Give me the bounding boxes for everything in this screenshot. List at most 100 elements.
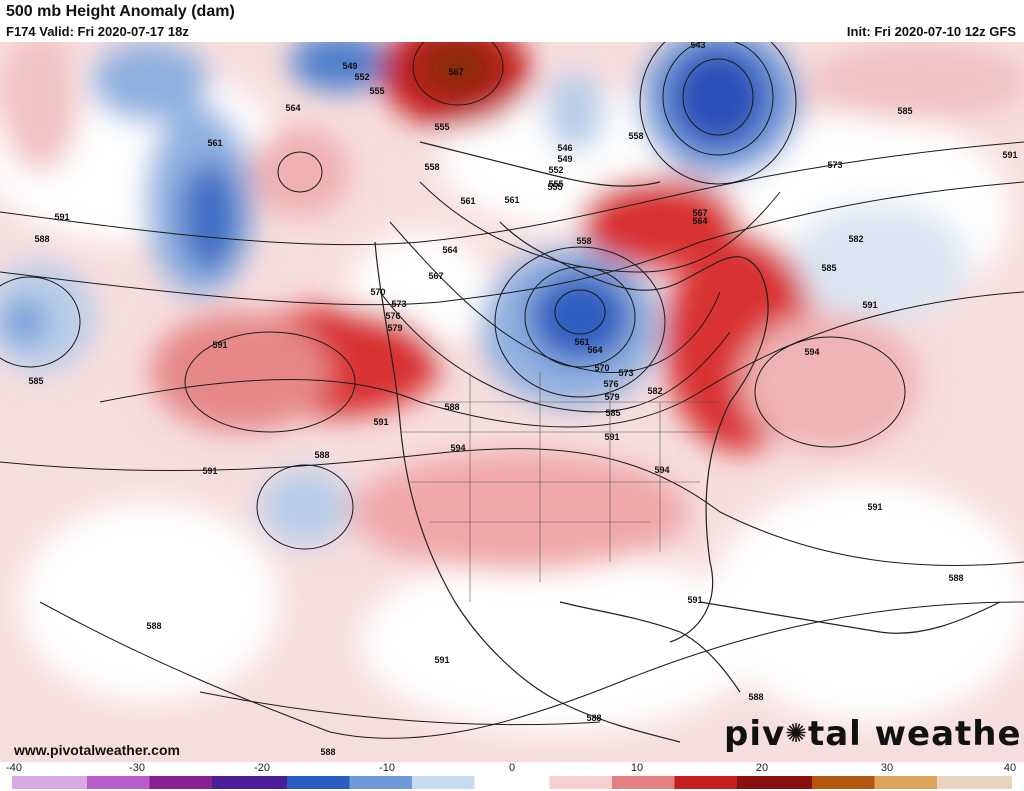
colorbar-tick-label: 40 [1003, 762, 1017, 774]
colorbar-segment [974, 776, 988, 789]
colorbar [12, 776, 1012, 789]
colorbar-segment [699, 776, 713, 789]
colorbar-segment [774, 776, 788, 789]
contour-label: 576 [385, 311, 400, 321]
brand-left: piv [724, 714, 786, 754]
colorbar-segment [537, 776, 551, 789]
colorbar-segment [224, 776, 238, 789]
contour-label: 567 [692, 208, 707, 218]
colorbar-segment [612, 776, 626, 789]
contour-label: 591 [1002, 150, 1017, 160]
contour-label: 588 [748, 692, 763, 702]
colorbar-tick-label: -40 [6, 762, 22, 774]
contour-label: 591 [867, 502, 882, 512]
contour-label: 585 [28, 376, 43, 386]
colorbar-tick-label: 0 [508, 762, 516, 774]
colorbar-segment [174, 776, 188, 789]
contour-label: 558 [628, 131, 643, 141]
colorbar-segment [74, 776, 88, 789]
colorbar-segment [237, 776, 251, 789]
colorbar-segment [899, 776, 913, 789]
contour-label: 588 [320, 747, 335, 757]
colorbar-segment [199, 776, 213, 789]
colorbar-segment [662, 776, 676, 789]
contour-label: 582 [848, 234, 863, 244]
colorbar-segment [587, 776, 601, 789]
colorbar-segment [674, 776, 688, 789]
colorbar-segment [324, 776, 338, 789]
colorbar-segment [462, 776, 476, 789]
site-url: www.pivotalweather.com [14, 742, 180, 758]
colorbar-segment [12, 776, 26, 789]
contour-label: 567 [428, 271, 443, 281]
colorbar-segment [999, 776, 1012, 789]
colorbar-segment [87, 776, 101, 789]
contour-label: 591 [604, 432, 619, 442]
colorbar-segment [399, 776, 413, 789]
contour-label: 573 [391, 299, 406, 309]
colorbar-segment [987, 776, 1001, 789]
contour-label: 552 [354, 72, 369, 82]
height-contours [0, 42, 1024, 739]
colorbar-segment [362, 776, 376, 789]
colorbar-segment [499, 776, 513, 789]
colorbar-segment [862, 776, 876, 789]
colorbar-segment [762, 776, 776, 789]
colorbar-segment [424, 776, 438, 789]
colorbar-segment [924, 776, 938, 789]
contour-label: 594 [450, 443, 465, 453]
colorbar-segment [312, 776, 326, 789]
colorbar-segment [649, 776, 663, 789]
contour-label: 561 [574, 337, 589, 347]
contour-label: 591 [202, 466, 217, 476]
colorbar-segment [912, 776, 926, 789]
colorbar-segment [524, 776, 538, 789]
state-borders [400, 372, 720, 602]
height-anomaly-map: 549 552 555 567 543 564 561 555 546 549 552 555 558 5… [0, 42, 1024, 762]
contour-label: 570 [594, 363, 609, 373]
contour-label: 561 [504, 195, 519, 205]
colorbar-segment [262, 776, 276, 789]
contour-label: 558 [424, 162, 439, 172]
contour-label: 591 [212, 340, 227, 350]
colorbar-segment [837, 776, 851, 789]
contour-label: 570 [370, 287, 385, 297]
colorbar-segment [749, 776, 763, 789]
colorbar-tick-label: 10 [630, 762, 644, 774]
colorbar-segment [812, 776, 826, 789]
colorbar-segment [137, 776, 151, 789]
colorbar-segment [787, 776, 801, 789]
colorbar-segment [99, 776, 113, 789]
colorbar-segment [374, 776, 388, 789]
colorbar-segment [737, 776, 751, 789]
init-time: Init: Fri 2020-07-10 12z GFS [846, 24, 1016, 39]
brand-logo: piv✺tal weather [724, 714, 1024, 754]
contour-label: 573 [827, 160, 842, 170]
map-header: 500 mb Height Anomaly (dam) F174 Valid: … [0, 0, 1024, 42]
contour-label: 549 [557, 154, 572, 164]
colorbar-segment [824, 776, 838, 789]
contour-label: 579 [604, 392, 619, 402]
contour-label: 579 [387, 323, 402, 333]
contour-label: 546 [557, 143, 572, 153]
colorbar-segment [287, 776, 301, 789]
gear-icon: ✺ [785, 719, 808, 749]
contour-label: 564 [587, 345, 602, 355]
colorbar-segment [799, 776, 813, 789]
contour-label: 591 [687, 595, 702, 605]
colorbar-segment [512, 776, 526, 789]
contour-label: 555 [547, 182, 562, 192]
colorbar-segment [437, 776, 451, 789]
contour-label: 588 [586, 713, 601, 723]
contour-label: 585 [605, 408, 620, 418]
contour-label: 573 [618, 368, 633, 378]
contour-label: 591 [862, 300, 877, 310]
colorbar-segment [474, 776, 488, 789]
colorbar-tick-label: -20 [254, 762, 270, 774]
colorbar-segment [274, 776, 288, 789]
colorbar-tick-label: 30 [880, 762, 894, 774]
contour-label: 561 [460, 196, 475, 206]
contour-label: 561 [207, 138, 222, 148]
colorbar-segment [37, 776, 51, 789]
contour-label: 558 [576, 236, 591, 246]
